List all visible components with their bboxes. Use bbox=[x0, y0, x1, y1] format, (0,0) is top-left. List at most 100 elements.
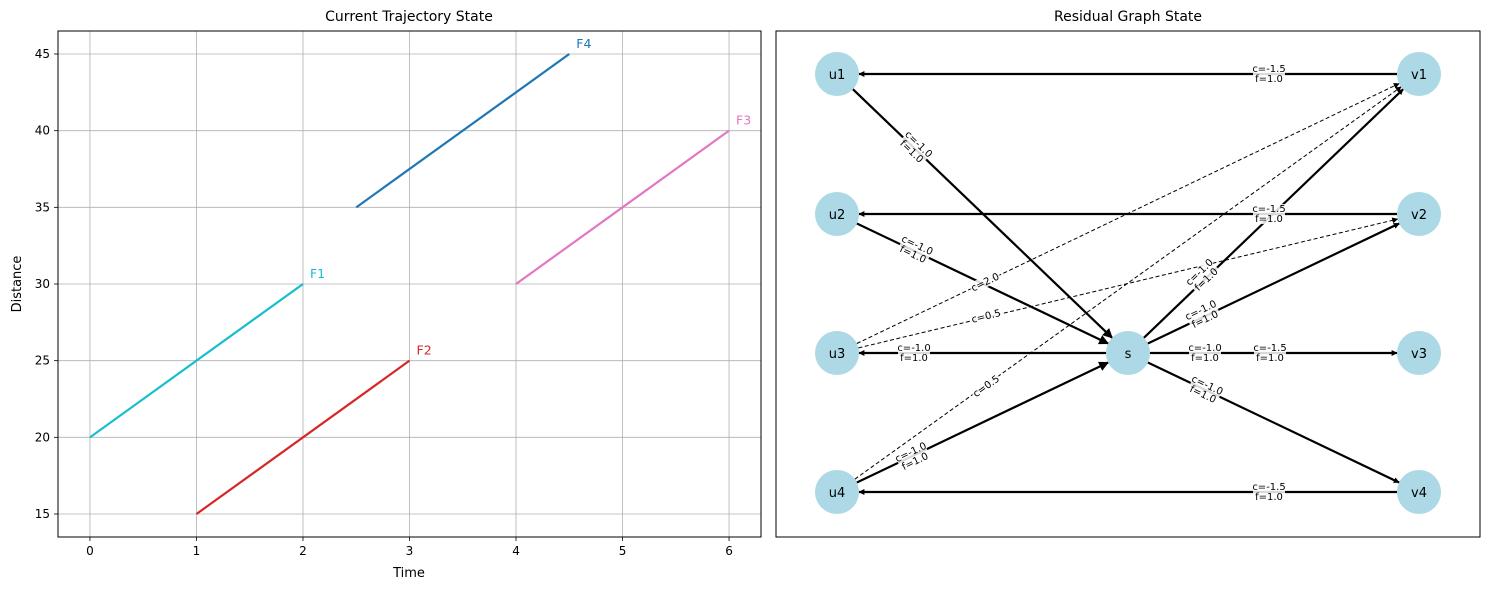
node-label: v2 bbox=[1411, 208, 1427, 223]
node-label: u1 bbox=[829, 68, 846, 83]
edge-label-background bbox=[1184, 257, 1222, 295]
series-label-f3: F3 bbox=[736, 113, 751, 128]
edge-flow-label: f=1.0 bbox=[1255, 74, 1283, 85]
edge-label-s-v3: c=-1.0f=1.0 bbox=[1188, 343, 1222, 364]
series-line-f3 bbox=[515, 129, 730, 285]
y-tick-label: 20 bbox=[35, 430, 50, 444]
trajectory-chart: Current Trajectory State F1 F2 F3 F4 0 1 2 3 4 5… bbox=[10, 9, 762, 581]
trajectory-chart-title: Current Trajectory State bbox=[325, 9, 493, 25]
edge-flow-label: f=1.0 bbox=[1255, 492, 1283, 503]
node-u4: u4 bbox=[815, 470, 859, 514]
node-circle bbox=[815, 331, 859, 375]
edge-label-background bbox=[969, 306, 1003, 326]
node-label: v3 bbox=[1411, 347, 1427, 362]
x-tick-label: 1 bbox=[193, 544, 201, 558]
edge-label-s-v2: c=-1.0f=1.0 bbox=[1184, 299, 1222, 331]
edge-label-background bbox=[1186, 374, 1224, 406]
edge-label-background bbox=[1253, 64, 1285, 84]
node-v4: v4 bbox=[1397, 470, 1441, 514]
edge-label-background bbox=[896, 234, 934, 266]
y-tick-label: 15 bbox=[35, 507, 50, 521]
trajectory-y-axis-label: Distance bbox=[10, 256, 25, 313]
node-label: v4 bbox=[1411, 486, 1427, 501]
node-label: u3 bbox=[829, 347, 846, 362]
x-tick-label: 3 bbox=[406, 544, 414, 558]
edge-label-background bbox=[1254, 343, 1286, 363]
node-circle bbox=[815, 470, 859, 514]
node-circle bbox=[815, 192, 859, 236]
y-tick-label: 25 bbox=[35, 354, 50, 368]
edge-cost-label: c=-1.0 bbox=[897, 343, 930, 354]
y-tick-label: 40 bbox=[35, 124, 50, 138]
series-line-f2 bbox=[195, 359, 411, 515]
y-tick-label: 30 bbox=[35, 277, 50, 291]
edge-cost-label: c=-1.5 bbox=[1253, 343, 1286, 354]
node-u2: u2 bbox=[815, 192, 859, 236]
edge-flow-label: f=1.0 bbox=[1256, 353, 1284, 364]
edge-flow-label: f=1.0 bbox=[1255, 214, 1283, 225]
edge-label-s-v3: c=-1.5f=1.0 bbox=[1253, 343, 1287, 364]
edge-label-u4-v1: c=0.5 bbox=[969, 372, 1003, 400]
dashed-edge-u4-v1 bbox=[854, 86, 1402, 480]
residual-graph-title: Residual Graph State bbox=[1054, 9, 1202, 25]
node-circle bbox=[815, 52, 859, 96]
node-u1: u1 bbox=[815, 52, 859, 96]
edge-u1-s bbox=[852, 88, 1113, 339]
x-tick-label: 4 bbox=[512, 544, 520, 558]
edge-cost-label: c=-1.5 bbox=[1252, 204, 1285, 215]
node-circle bbox=[1106, 331, 1150, 375]
edge-label-u2-s: c=-1.0f=1.0 bbox=[896, 234, 934, 266]
dashed-edge-u3-v2 bbox=[858, 217, 1399, 349]
dashed-edge-u3-v1 bbox=[856, 83, 1400, 344]
node-v1: v1 bbox=[1397, 52, 1441, 96]
node-s: s bbox=[1106, 331, 1150, 375]
edge-label-background bbox=[1253, 482, 1285, 502]
y-tick-label: 35 bbox=[35, 200, 50, 214]
edge-cost-label: c=-1.5 bbox=[1252, 64, 1285, 75]
x-tick-label: 5 bbox=[619, 544, 627, 558]
node-v3: v3 bbox=[1397, 331, 1441, 375]
series-label-f2: F2 bbox=[417, 343, 432, 358]
trajectory-x-axis-label: Time bbox=[392, 566, 425, 581]
edge-label-s-v1: c=-1.0f=1.0 bbox=[1184, 257, 1222, 295]
trajectory-grid bbox=[58, 31, 761, 537]
edge-label-s-v4: c=-1.0f=1.0 bbox=[1186, 374, 1224, 406]
node-circle bbox=[1397, 52, 1441, 96]
x-tick-label: 0 bbox=[86, 544, 94, 558]
edge-s-v4 bbox=[1147, 361, 1400, 484]
edge-flow-label: f=1.0 bbox=[900, 353, 928, 364]
edge-cost-label: c=0.5 bbox=[971, 374, 1002, 400]
node-circle bbox=[1397, 331, 1441, 375]
edge-cost-label: c=-1.0 bbox=[1188, 343, 1221, 354]
graph-nodes: u1 u2 u3 u4 s v1 v2 v3 v4 bbox=[815, 52, 1441, 514]
node-label: u2 bbox=[829, 208, 846, 223]
trajectory-series: F1 F2 F3 F4 bbox=[89, 36, 751, 515]
edge-label-background bbox=[969, 372, 1003, 400]
edge-label-v4-u4: c=-1.5f=1.0 bbox=[1252, 482, 1286, 503]
series-label-f1: F1 bbox=[310, 266, 325, 281]
edge-label-background bbox=[1184, 299, 1222, 331]
x-tick-label: 6 bbox=[725, 544, 733, 558]
edge-label-background bbox=[894, 441, 932, 473]
edge-label-background bbox=[898, 343, 930, 363]
edge-flow-label: f=1.0 bbox=[1191, 353, 1219, 364]
residual-graph: Residual Graph State c=-1.5f=1.0c=-1.5f=… bbox=[775, 9, 1481, 538]
node-label: s bbox=[1125, 347, 1132, 362]
graph-edges bbox=[852, 71, 1404, 495]
edge-label-v2-u2: c=-1.5f=1.0 bbox=[1252, 204, 1286, 225]
edge-label-u4-s: c=-1.0f=1.0 bbox=[894, 441, 932, 473]
node-circle bbox=[1397, 470, 1441, 514]
edge-cost-label: c=0.5 bbox=[970, 308, 1002, 326]
residual-graph-frame bbox=[775, 30, 1481, 538]
edge-label-s-u3: c=-1.0f=1.0 bbox=[897, 343, 931, 364]
edge-label-background bbox=[896, 129, 934, 167]
series-label-f4: F4 bbox=[576, 36, 591, 51]
node-v2: v2 bbox=[1397, 192, 1441, 236]
node-label: v1 bbox=[1411, 68, 1427, 83]
edge-cost-label: c=-1.5 bbox=[1252, 482, 1285, 493]
x-tick-label: 2 bbox=[299, 544, 307, 558]
edge-label-background bbox=[1189, 343, 1221, 363]
node-label: u4 bbox=[829, 486, 846, 501]
